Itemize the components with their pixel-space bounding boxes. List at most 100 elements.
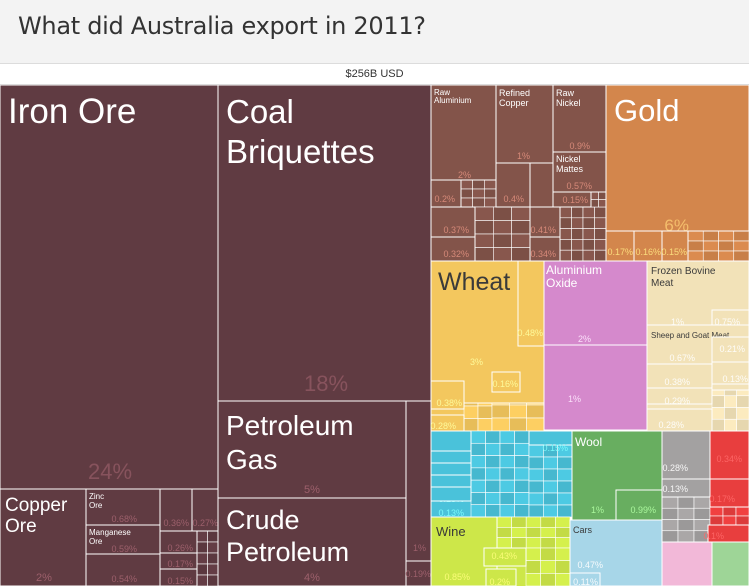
minor-product-cell[interactable] — [661, 507, 679, 520]
minor-product-cell[interactable] — [470, 504, 486, 518]
minor-product-cell[interactable] — [528, 456, 544, 470]
minor-product-cell[interactable] — [540, 527, 556, 538]
minor-product-cell[interactable] — [735, 515, 749, 526]
cell-metals-24[interactable] — [430, 236, 476, 262]
minor-product-cell[interactable] — [733, 240, 749, 252]
minor-product-cell[interactable] — [496, 527, 512, 538]
minor-product-cell[interactable] — [472, 179, 485, 190]
cell-gold[interactable] — [605, 85, 749, 232]
minor-product-cell[interactable] — [526, 404, 545, 419]
minor-product-cell[interactable] — [559, 228, 572, 240]
cell-minerals-9[interactable] — [191, 488, 219, 532]
minor-product-cell[interactable] — [485, 504, 501, 518]
minor-product-cell[interactable] — [525, 537, 542, 549]
minor-product-cell[interactable] — [491, 417, 510, 432]
cell-plastic-63[interactable] — [661, 541, 713, 586]
minor-product-cell[interactable] — [557, 480, 573, 494]
cell-manganese-ore[interactable] — [85, 524, 161, 555]
minor-product-cell[interactable] — [598, 191, 607, 200]
cell-wool-52[interactable] — [615, 489, 663, 521]
cell-raw-nickel[interactable] — [552, 85, 607, 153]
minor-product-cell[interactable] — [571, 206, 584, 219]
minor-product-cell[interactable] — [528, 504, 544, 518]
minor-product-cell[interactable] — [559, 239, 572, 251]
minor-product-cell[interactable] — [555, 573, 571, 586]
minor-product-cell[interactable] — [463, 405, 479, 419]
minor-product-cell[interactable] — [582, 217, 595, 229]
minor-product-cell[interactable] — [557, 456, 573, 470]
minor-product-cell[interactable] — [484, 188, 497, 199]
cell-other-64[interactable] — [711, 541, 749, 586]
minor-product-cell[interactable] — [207, 563, 219, 576]
minor-product-cell[interactable] — [555, 547, 571, 561]
minor-product-cell[interactable] — [499, 442, 515, 456]
minor-product-cell[interactable] — [722, 506, 737, 517]
minor-product-cell[interactable] — [485, 467, 501, 481]
minor-product-cell[interactable] — [736, 418, 749, 432]
cell-metals-20[interactable] — [495, 162, 531, 208]
cell-precious-28[interactable] — [633, 230, 663, 262]
minor-product-cell[interactable] — [207, 574, 219, 586]
minor-product-cell[interactable] — [514, 455, 530, 469]
minor-product-cell[interactable] — [677, 519, 695, 532]
minor-product-cell[interactable] — [709, 506, 724, 517]
minor-product-cell[interactable] — [582, 228, 595, 240]
minor-product-cell[interactable] — [470, 479, 486, 493]
cell-precious-27[interactable] — [605, 230, 635, 262]
minor-product-cell[interactable] — [571, 228, 584, 240]
cell-metals-22[interactable] — [430, 206, 476, 238]
minor-product-cell[interactable] — [724, 407, 737, 420]
minor-product-cell[interactable] — [540, 516, 556, 528]
cell-machinery-49[interactable] — [430, 474, 472, 488]
minor-product-cell[interactable] — [511, 247, 531, 262]
minor-product-cell[interactable] — [594, 217, 607, 229]
minor-product-cell[interactable] — [677, 507, 695, 520]
minor-product-cell[interactable] — [559, 206, 572, 219]
minor-product-cell[interactable] — [511, 206, 531, 221]
minor-product-cell[interactable] — [528, 480, 544, 494]
minor-product-cell[interactable] — [477, 405, 493, 419]
minor-product-cell[interactable] — [711, 395, 725, 408]
minor-product-cell[interactable] — [484, 179, 497, 190]
cell-machinery-48[interactable] — [430, 462, 472, 476]
minor-product-cell[interactable] — [470, 492, 486, 506]
minor-product-cell[interactable] — [470, 467, 486, 481]
minor-product-cell[interactable] — [485, 442, 501, 456]
minor-product-cell[interactable] — [543, 504, 558, 518]
minor-product-cell[interactable] — [207, 530, 219, 543]
minor-product-cell[interactable] — [702, 240, 719, 252]
minor-product-cell[interactable] — [677, 530, 695, 543]
cell-beverages-60[interactable] — [485, 568, 517, 586]
minor-product-cell[interactable] — [594, 239, 607, 251]
minor-product-cell[interactable] — [207, 541, 219, 554]
minor-product-cell[interactable] — [736, 395, 749, 408]
cell-nickel-mattes[interactable] — [552, 151, 607, 193]
cell-animal-42[interactable] — [711, 361, 749, 385]
minor-product-cell[interactable] — [525, 516, 542, 528]
minor-product-cell[interactable] — [525, 573, 541, 586]
minor-product-cell[interactable] — [511, 233, 531, 248]
minor-product-cell[interactable] — [196, 530, 208, 543]
minor-product-cell[interactable] — [543, 468, 558, 482]
minor-product-cell[interactable] — [485, 430, 501, 444]
minor-product-cell[interactable] — [514, 504, 530, 518]
cell-minerals-14[interactable] — [405, 560, 432, 586]
minor-product-cell[interactable] — [594, 249, 607, 262]
cell-minerals-7[interactable] — [85, 553, 161, 586]
cell-metals-23[interactable] — [529, 206, 561, 238]
minor-product-cell[interactable] — [677, 496, 695, 509]
cell-chemicals-36[interactable] — [543, 344, 648, 431]
minor-product-cell[interactable] — [543, 480, 558, 494]
minor-product-cell[interactable] — [511, 527, 527, 538]
minor-product-cell[interactable] — [693, 496, 711, 509]
minor-product-cell[interactable] — [514, 479, 530, 493]
minor-product-cell[interactable] — [196, 563, 208, 576]
cell-coal-briquettes[interactable] — [217, 85, 432, 402]
minor-product-cell[interactable] — [661, 519, 679, 532]
minor-product-cell[interactable] — [718, 230, 735, 242]
minor-product-cell[interactable] — [196, 541, 208, 554]
minor-product-cell[interactable] — [470, 430, 486, 444]
minor-product-cell[interactable] — [687, 240, 704, 252]
minor-product-cell[interactable] — [711, 407, 725, 420]
minor-product-cell[interactable] — [514, 492, 530, 506]
